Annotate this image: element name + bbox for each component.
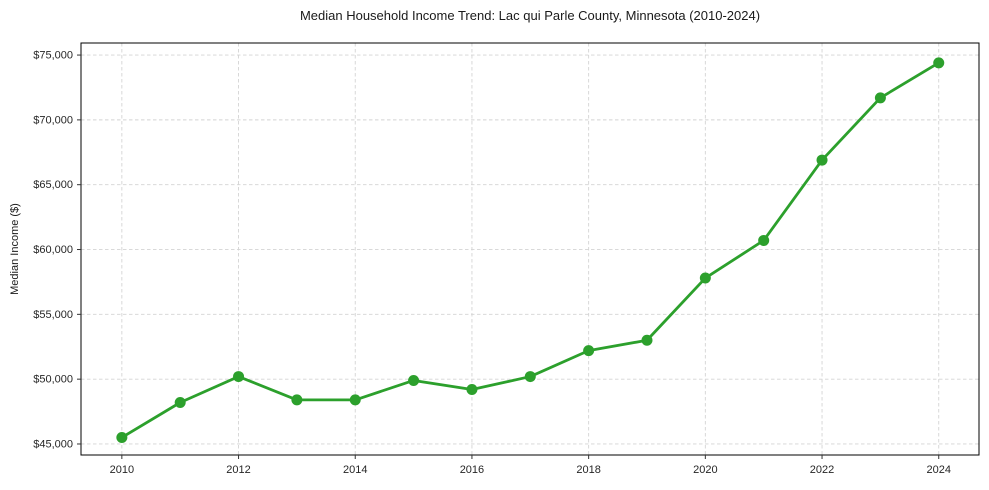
x-tick-label: 2012 (226, 464, 250, 476)
y-tick-label: $70,000 (33, 114, 73, 126)
data-point (699, 272, 711, 284)
x-tick-label: 2016 (460, 464, 484, 476)
x-tick-label: 2014 (343, 464, 367, 476)
plot-border (80, 42, 980, 456)
data-point (524, 371, 536, 383)
data-point (116, 431, 128, 443)
y-tick-label: $60,000 (33, 244, 73, 256)
data-point (349, 394, 361, 406)
x-tick-label: 2024 (926, 464, 950, 476)
x-tick-label: 2018 (576, 464, 600, 476)
y-tick-label: $50,000 (33, 374, 73, 386)
x-tick-label: 2022 (810, 464, 834, 476)
y-tick-label: $75,000 (33, 50, 73, 62)
y-tick-label: $65,000 (33, 179, 73, 191)
x-tick-label: 2020 (693, 464, 717, 476)
data-point (816, 154, 828, 166)
data-point (291, 394, 303, 406)
data-point (874, 92, 886, 104)
data-point (933, 57, 945, 69)
data-point (466, 384, 478, 396)
data-point (408, 374, 420, 386)
chart-title: Median Household Income Trend: Lac qui P… (299, 8, 761, 23)
x-tick-label: 2010 (110, 464, 134, 476)
y-tick-label: $55,000 (33, 309, 73, 321)
data-point (233, 371, 245, 383)
data-point (583, 345, 595, 357)
data-point (641, 334, 653, 346)
data-point (758, 234, 770, 246)
y-tick-label: $45,000 (33, 438, 73, 450)
data-point (174, 396, 186, 408)
